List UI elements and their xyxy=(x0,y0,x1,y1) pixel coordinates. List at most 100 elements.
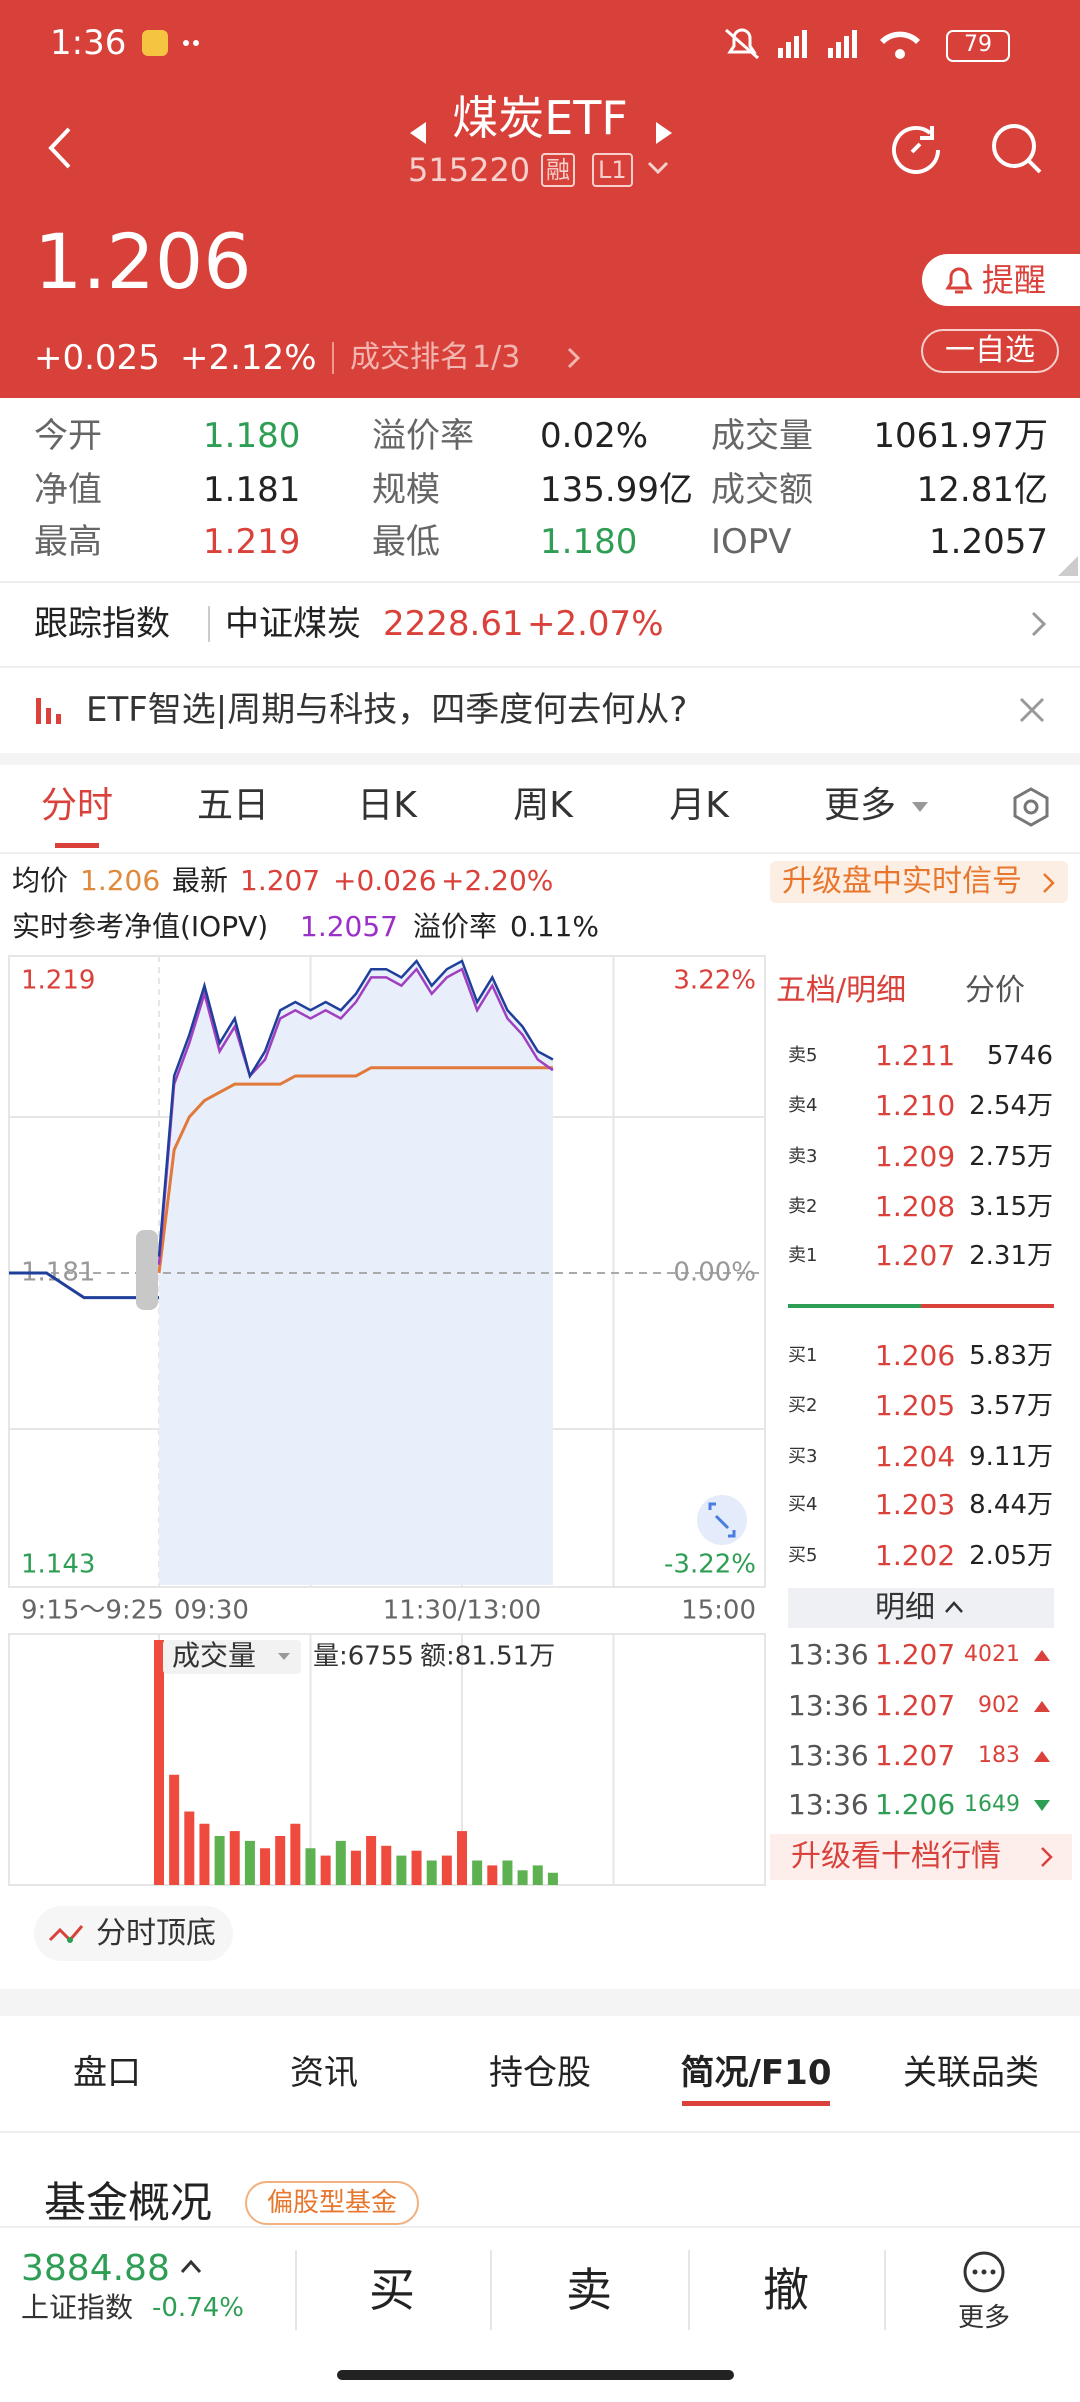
stat-value: 1.181 xyxy=(203,470,301,510)
bottom-tab[interactable]: 关联品类 xyxy=(903,2053,1039,2093)
action-button[interactable]: 更多 xyxy=(957,2303,1011,2333)
trade-arrow xyxy=(1034,1751,1050,1762)
book-price: 1.209 xyxy=(875,1140,956,1173)
trade-arrow xyxy=(1034,1800,1050,1811)
divider xyxy=(0,666,1080,668)
index-value[interactable]: 3884.88 xyxy=(21,2248,170,2289)
tab[interactable]: 月K xyxy=(669,785,729,826)
chevron[interactable] xyxy=(1030,610,1048,638)
stat-label: 成交额 xyxy=(711,470,813,510)
trade-price: 1.207 xyxy=(875,1638,956,1671)
bottom-tab[interactable]: 盘口 xyxy=(73,2053,141,2093)
chevron xyxy=(1043,873,1055,893)
last-change: +0.026 xyxy=(333,864,437,897)
volume-value: 量:6755 xyxy=(313,1642,414,1672)
stat-label: 规模 xyxy=(372,470,440,510)
upgrade-text[interactable]: 升级盘中实时信号 xyxy=(782,864,1022,899)
bottom-tab[interactable]: 资讯 xyxy=(290,2053,358,2093)
action-button[interactable]: 撤 xyxy=(763,2263,809,2317)
book-label: 卖1 xyxy=(788,1245,818,1266)
book-label: 买3 xyxy=(788,1446,818,1467)
volume-label-bg xyxy=(163,1640,301,1674)
section-title: 基金概况 xyxy=(44,2178,213,2227)
book-label: 卖5 xyxy=(788,1045,818,1066)
divider xyxy=(884,2250,886,2330)
home-indicator xyxy=(337,2370,734,2380)
watchlist-text[interactable]: 一自选 xyxy=(945,333,1035,368)
badge: L1 xyxy=(592,153,633,187)
book-volume: 2.05万 xyxy=(969,1541,1053,1571)
volume-label: 成交量 xyxy=(172,1639,256,1672)
stat-label: 最低 xyxy=(372,522,440,562)
remind-text[interactable]: 提醒 xyxy=(982,264,1046,296)
back-button[interactable] xyxy=(45,125,75,171)
book-volume: 3.15万 xyxy=(969,1192,1053,1222)
book-price: 1.211 xyxy=(875,1039,956,1072)
tab[interactable]: 日K xyxy=(357,785,417,826)
trade-volume: 1649 xyxy=(964,1792,1020,1817)
tab[interactable]: 五日 xyxy=(196,785,270,826)
bottom-tab[interactable]: 持仓股 xyxy=(489,2053,591,2093)
detail-bar[interactable] xyxy=(788,1588,1054,1628)
watchlist-button[interactable] xyxy=(921,329,1059,373)
x-tick-label: 15:00 xyxy=(681,1596,756,1626)
status-icons xyxy=(142,30,199,56)
x-tick-label: 09:30 xyxy=(174,1596,249,1626)
remind-button[interactable] xyxy=(922,254,1080,306)
book-title[interactable]: 五档/明细 xyxy=(776,973,907,1008)
book-volume: 2.54万 xyxy=(969,1091,1053,1121)
detail-label[interactable]: 明细 xyxy=(875,1590,935,1625)
action-button[interactable]: 买 xyxy=(369,2263,415,2317)
remind-label: 提醒 xyxy=(982,261,1047,299)
upgrade-ten-text[interactable]: 升级看十档行情 xyxy=(791,1839,1001,1874)
change: +0.025 xyxy=(34,338,160,378)
tracking-name[interactable]: 中证煤炭 xyxy=(225,604,361,644)
book-volume: 2.31万 xyxy=(969,1241,1053,1271)
action-button[interactable]: 卖 xyxy=(566,2263,612,2317)
volume-bar xyxy=(381,1845,392,1885)
news[interactable]: ETF智选|周期与科技，四季度何去何从? xyxy=(86,690,688,730)
stat-label: 溢价率 xyxy=(372,416,474,456)
premium-label: 溢价率 xyxy=(413,910,498,943)
tab[interactable]: 更多 xyxy=(823,785,897,826)
series-line xyxy=(157,1066,553,1274)
tab[interactable]: 分时 xyxy=(40,785,114,826)
pattern-button[interactable] xyxy=(34,1906,233,1961)
index-change: -0.74% xyxy=(152,2293,244,2323)
tab[interactable]: 周K xyxy=(513,785,573,826)
pattern-label[interactable]: 分时顶底 xyxy=(96,1916,216,1951)
battery xyxy=(946,30,1010,62)
book-tab[interactable]: 分价 xyxy=(965,973,1025,1008)
tab-underline xyxy=(55,843,99,848)
rank[interactable]: 1/3 xyxy=(472,340,521,375)
dropdown[interactable] xyxy=(646,160,670,176)
book-price: 1.208 xyxy=(875,1190,956,1223)
more-icon[interactable] xyxy=(962,2250,1006,2294)
badge: 融 xyxy=(541,153,575,187)
upgrade-ten-button[interactable] xyxy=(770,1834,1072,1880)
book-volume: 5.83万 xyxy=(969,1341,1053,1371)
dropdown[interactable] xyxy=(910,800,930,814)
tab-underline xyxy=(682,2101,830,2106)
trade-arrow xyxy=(1034,1650,1050,1661)
book-price: 1.205 xyxy=(875,1389,956,1422)
header xyxy=(0,0,1080,398)
code: 515220 xyxy=(408,151,531,189)
upgrade-button[interactable] xyxy=(770,861,1068,903)
rank-label[interactable]: 成交排名 xyxy=(350,340,470,375)
y2-tick-label: 0.00% xyxy=(673,1258,756,1288)
caret xyxy=(180,2259,202,2274)
volume-bar xyxy=(502,1860,513,1885)
index-name[interactable]: 上证指数 xyxy=(21,2291,134,2324)
caret xyxy=(945,1601,963,1613)
switch-arrows[interactable] xyxy=(408,118,672,148)
header-icons[interactable] xyxy=(890,122,1050,178)
bottom-tab[interactable]: 简况/F10 xyxy=(680,2053,832,2093)
premium: 0.11% xyxy=(510,910,599,943)
y-tick-label: 1.219 xyxy=(21,966,95,996)
close-button[interactable] xyxy=(1018,696,1046,724)
settings-icon[interactable] xyxy=(1010,786,1052,828)
volume-bar xyxy=(335,1840,346,1885)
divider xyxy=(688,2250,690,2330)
